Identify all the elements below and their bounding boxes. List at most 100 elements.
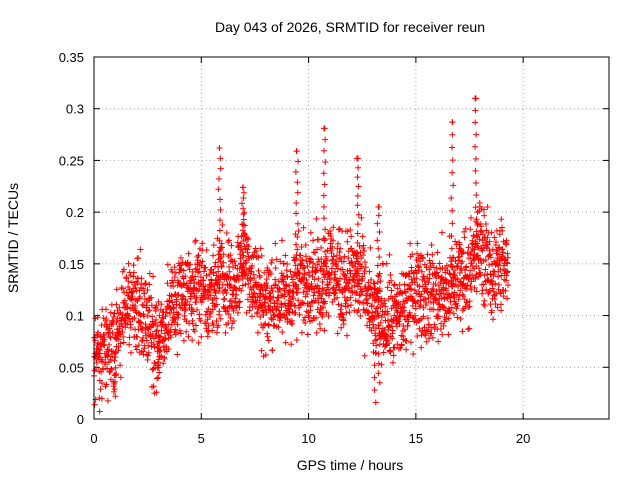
data-point <box>213 329 220 336</box>
data-point <box>307 307 314 314</box>
data-point <box>316 285 323 292</box>
data-point <box>371 374 378 381</box>
data-point <box>258 347 265 354</box>
data-point <box>175 291 182 298</box>
data-point <box>205 305 212 312</box>
y-tick-label: 0.35 <box>59 50 84 65</box>
data-point <box>463 263 470 270</box>
data-point <box>173 298 180 305</box>
data-point <box>180 337 187 344</box>
data-point <box>460 248 467 255</box>
data-point <box>451 294 458 301</box>
data-point <box>216 175 223 182</box>
data-point <box>463 285 470 292</box>
data-point <box>256 272 263 279</box>
data-point <box>449 157 456 164</box>
data-point <box>226 268 233 275</box>
data-point <box>280 278 287 285</box>
data-point <box>408 339 415 346</box>
data-point <box>230 307 237 314</box>
data-point <box>224 307 231 314</box>
data-point <box>107 356 114 363</box>
data-point <box>460 275 467 282</box>
data-point <box>503 259 510 266</box>
data-point <box>438 275 445 282</box>
data-point <box>228 257 235 264</box>
data-point <box>358 214 365 221</box>
data-point <box>152 307 159 314</box>
data-point <box>449 169 456 176</box>
data-point <box>481 297 488 304</box>
data-point <box>240 195 247 202</box>
data-point <box>395 345 402 352</box>
data-point <box>295 158 302 165</box>
data-point <box>262 351 269 358</box>
data-point <box>231 284 238 291</box>
data-point <box>469 272 476 279</box>
data-point <box>225 237 232 244</box>
data-point <box>466 303 473 310</box>
data-point <box>475 231 482 238</box>
data-point <box>115 336 122 343</box>
data-point <box>426 266 433 273</box>
data-point <box>376 331 383 338</box>
data-point <box>330 253 337 260</box>
data-point <box>381 311 388 318</box>
data-point <box>490 316 497 323</box>
data-point <box>136 310 143 317</box>
data-point <box>368 302 375 309</box>
data-point <box>391 282 398 289</box>
data-point <box>294 246 301 253</box>
data-point <box>440 322 447 329</box>
y-tick-label: 0.2 <box>66 205 84 220</box>
data-point <box>288 301 295 308</box>
data-point <box>104 397 111 404</box>
data-point <box>474 240 481 247</box>
data-point <box>253 248 260 255</box>
data-point <box>108 365 115 372</box>
data-point <box>96 408 103 415</box>
data-point <box>216 308 223 315</box>
data-point <box>343 332 350 339</box>
data-point <box>169 268 176 275</box>
data-point <box>210 269 217 276</box>
data-point <box>425 279 432 286</box>
data-point <box>265 322 272 329</box>
data-point <box>103 381 110 388</box>
data-point <box>202 311 209 318</box>
data-point <box>330 224 337 231</box>
data-point <box>413 275 420 282</box>
data-point <box>321 327 328 334</box>
data-point <box>482 266 489 273</box>
data-point <box>151 360 158 367</box>
data-point <box>199 240 206 247</box>
data-point <box>503 269 510 276</box>
data-point <box>164 261 171 268</box>
data-point <box>481 272 488 279</box>
data-point <box>126 341 133 348</box>
data-point <box>199 258 206 265</box>
data-point <box>219 244 226 251</box>
data-point <box>319 285 326 292</box>
data-point <box>204 295 211 302</box>
data-point <box>391 344 398 351</box>
data-point <box>394 309 401 316</box>
data-point <box>450 280 457 287</box>
data-point <box>414 298 421 305</box>
data-point <box>166 328 173 335</box>
data-point <box>332 289 339 296</box>
data-point <box>411 279 418 286</box>
data-point <box>343 309 350 316</box>
data-point <box>217 165 224 172</box>
data-point <box>418 291 425 298</box>
data-point <box>338 324 345 331</box>
data-point <box>422 332 429 339</box>
data-point <box>406 309 413 316</box>
data-point <box>264 330 271 337</box>
data-point <box>135 342 142 349</box>
data-point <box>103 322 110 329</box>
data-point <box>421 278 428 285</box>
data-point <box>203 247 210 254</box>
data-point <box>422 296 429 303</box>
data-point <box>300 289 307 296</box>
